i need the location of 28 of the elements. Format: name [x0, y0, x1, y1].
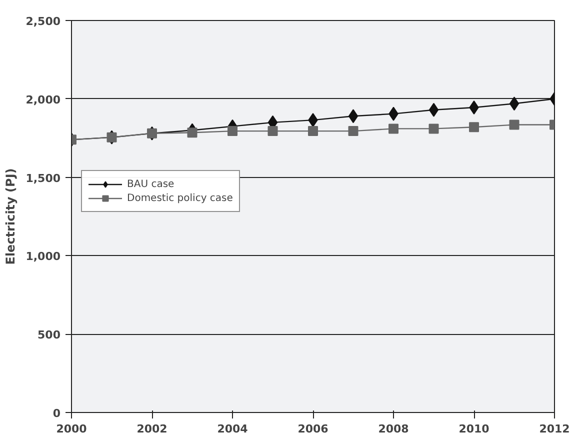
y-tick-label: 1,500: [26, 172, 61, 185]
x-tick-label: 2004: [217, 422, 248, 435]
point: [308, 126, 318, 136]
point: [388, 124, 398, 134]
point: [509, 96, 520, 111]
point: [348, 126, 358, 136]
x-tick-label: 2006: [298, 422, 329, 435]
point: [428, 124, 439, 134]
x-tick-label: 2008: [378, 422, 409, 435]
point: [228, 126, 238, 136]
y-tick-label: 0: [52, 407, 61, 420]
point: [509, 120, 520, 130]
x-tick-label: 2012: [539, 422, 570, 435]
point: [348, 109, 358, 124]
point: [187, 128, 198, 138]
y-tick-label: 1,000: [26, 250, 61, 264]
x-tick-label: 2010: [458, 422, 490, 435]
y-tick-label: 2,000: [26, 93, 61, 106]
y-axis-title: Electricity (PJ): [4, 168, 18, 265]
point: [469, 122, 479, 132]
x-tick-label: 2002: [136, 422, 168, 435]
legend-label: Domestic policy case: [127, 192, 233, 205]
x-tick-label: 2000: [56, 422, 88, 435]
y-tick-label: 500: [38, 328, 61, 342]
point: [268, 126, 278, 136]
y-tick-label: 2,500: [26, 15, 61, 28]
legend-label: BAU case: [127, 178, 174, 191]
point: [428, 102, 439, 117]
